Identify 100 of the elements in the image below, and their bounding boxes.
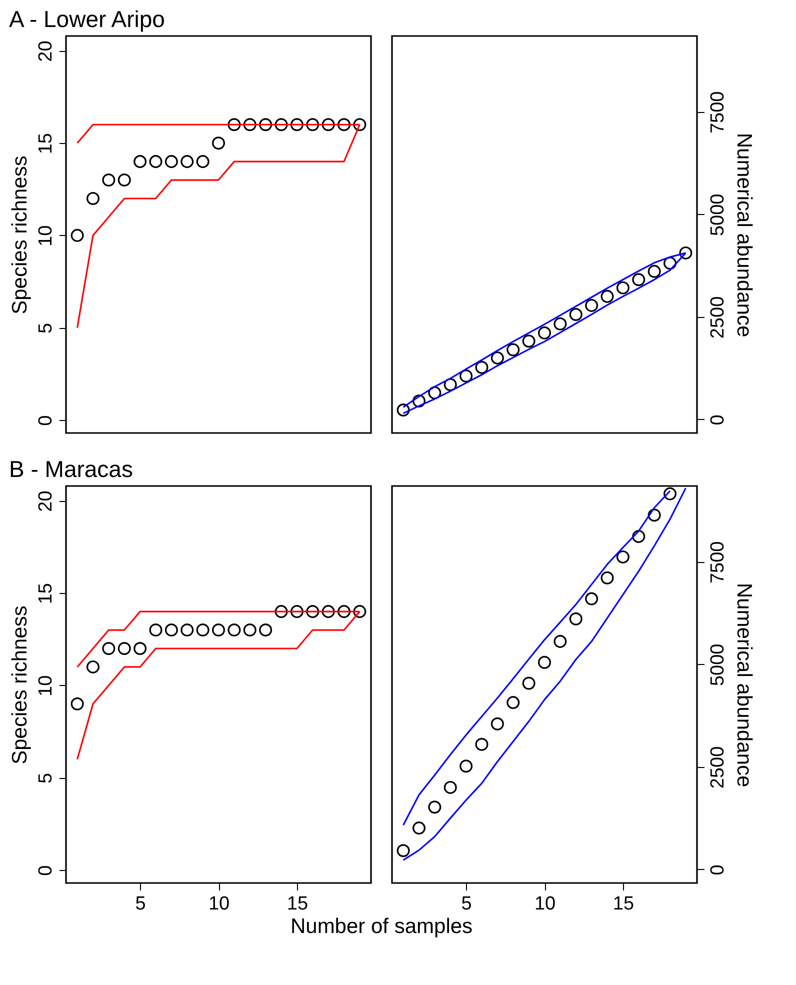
point xyxy=(679,246,692,260)
point xyxy=(118,642,131,655)
point xyxy=(585,592,598,606)
point xyxy=(664,487,677,500)
point xyxy=(569,612,582,626)
point xyxy=(102,642,116,655)
y-tick-label: 5 xyxy=(36,322,56,334)
point xyxy=(274,118,288,132)
point xyxy=(396,844,410,858)
point xyxy=(522,676,536,690)
line-series xyxy=(402,490,671,826)
point xyxy=(460,760,473,773)
point xyxy=(274,605,288,618)
y-tick-label: 15 xyxy=(36,133,56,154)
point xyxy=(554,634,567,648)
y2-axis-title: Numerical abundance xyxy=(732,582,756,788)
point xyxy=(538,656,551,669)
point xyxy=(338,118,351,132)
point xyxy=(554,317,567,330)
x-tick-label: 15 xyxy=(286,894,308,914)
point xyxy=(475,738,488,751)
point xyxy=(475,360,488,374)
point xyxy=(506,696,520,710)
point xyxy=(290,605,304,618)
point xyxy=(353,118,366,132)
point xyxy=(600,571,614,584)
y2-tick-label: 5000 xyxy=(708,644,728,686)
point xyxy=(632,530,646,543)
point xyxy=(648,264,661,278)
point xyxy=(228,118,241,132)
point xyxy=(86,660,100,674)
y2-tick-label: 2500 xyxy=(708,746,728,789)
point xyxy=(522,334,536,348)
point xyxy=(164,624,178,637)
point xyxy=(664,256,677,270)
point xyxy=(212,136,225,150)
point xyxy=(322,605,335,618)
point xyxy=(412,822,426,835)
point xyxy=(306,118,320,132)
point xyxy=(180,624,194,637)
x-tick-label: 15 xyxy=(612,894,634,914)
chart-title: A - Lower Aripo xyxy=(9,6,165,32)
point xyxy=(290,118,304,132)
y-tick-label: 5 xyxy=(36,772,56,784)
point xyxy=(259,624,272,637)
y-tick-label: 20 xyxy=(36,490,56,512)
y2-tick-label: 0 xyxy=(708,864,728,876)
y2-tick-label: 7500 xyxy=(708,541,728,584)
chart-title: B - Maracas xyxy=(9,456,133,482)
point xyxy=(412,394,426,408)
point xyxy=(196,624,210,637)
y-tick-label: 15 xyxy=(36,583,56,604)
point xyxy=(259,118,272,132)
point xyxy=(600,290,614,303)
y-tick-label: 0 xyxy=(36,865,56,876)
y2-tick-label: 2500 xyxy=(708,296,728,339)
point xyxy=(538,326,551,340)
point xyxy=(338,605,351,618)
point xyxy=(86,192,100,205)
point xyxy=(428,800,442,814)
point xyxy=(490,717,504,730)
point xyxy=(243,624,256,637)
point xyxy=(428,386,442,400)
point xyxy=(118,174,131,187)
point xyxy=(396,404,410,417)
point xyxy=(70,228,84,242)
point xyxy=(134,642,147,655)
point xyxy=(585,298,598,312)
point xyxy=(460,370,473,382)
point xyxy=(180,155,194,168)
point xyxy=(149,624,162,637)
point xyxy=(353,605,366,618)
point xyxy=(228,624,241,637)
point xyxy=(569,308,582,321)
point xyxy=(102,174,116,187)
x-tick-label: 5 xyxy=(135,894,146,914)
x-tick-label: 5 xyxy=(461,894,472,914)
point xyxy=(322,118,335,132)
point xyxy=(490,351,504,364)
y-axis-title: Species richness xyxy=(8,156,32,314)
y-tick-label: 0 xyxy=(36,415,56,426)
point xyxy=(243,118,256,132)
x-tick-label: 10 xyxy=(208,894,230,914)
point xyxy=(616,550,630,564)
y2-tick-label: 5000 xyxy=(708,194,728,236)
point xyxy=(134,155,147,168)
y2-tick-label: 7500 xyxy=(708,91,728,134)
point xyxy=(70,697,84,710)
y2-axis-title: Numerical abundance xyxy=(732,132,756,338)
point xyxy=(632,273,646,286)
point xyxy=(149,155,162,168)
point xyxy=(444,378,457,392)
point xyxy=(444,780,457,794)
y-tick-label: 10 xyxy=(36,225,56,246)
x-axis-title: Number of samples xyxy=(290,914,473,938)
point xyxy=(506,343,520,356)
x-tick-label: 10 xyxy=(534,894,556,914)
point xyxy=(164,155,178,168)
line-series xyxy=(402,487,687,861)
point xyxy=(616,281,630,294)
